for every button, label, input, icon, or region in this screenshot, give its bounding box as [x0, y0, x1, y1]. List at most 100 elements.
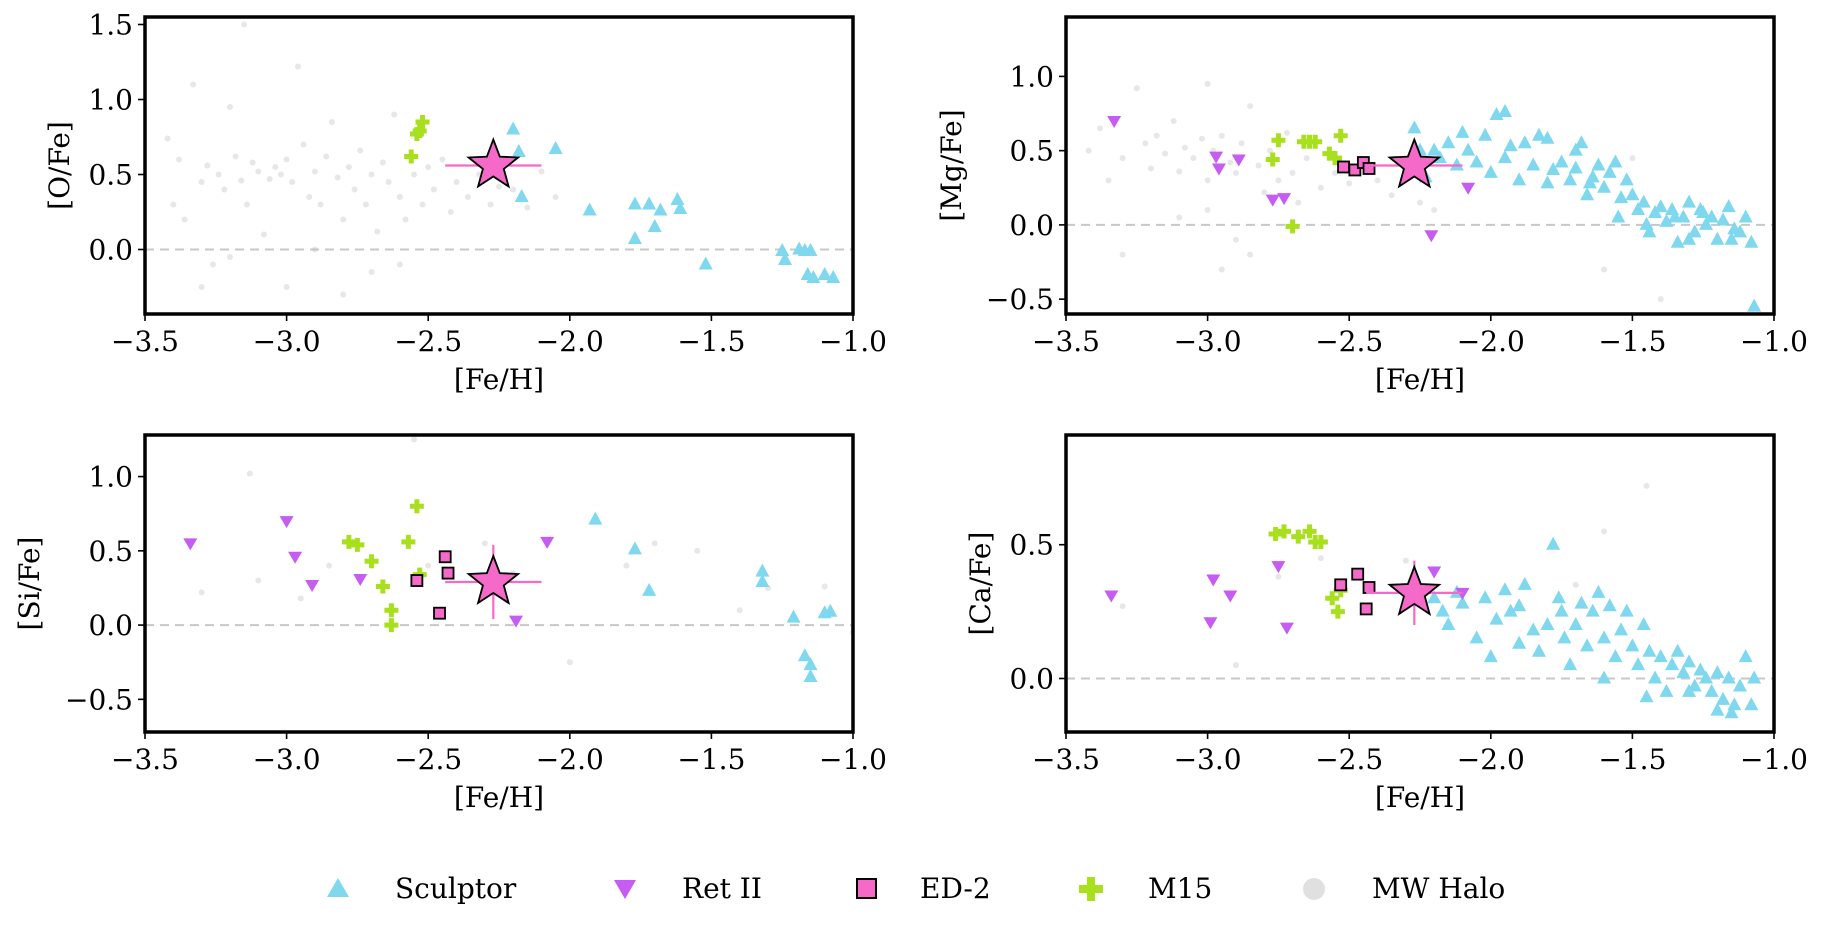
- point-mw-halo: [209, 261, 216, 268]
- point-ret-ii: [1107, 115, 1122, 128]
- point-sculptor: [1704, 683, 1719, 697]
- point-sculptor: [1503, 138, 1518, 152]
- point-mw-halo: [379, 159, 386, 166]
- point-mw-halo: [1402, 557, 1409, 564]
- point-sculptor: [1580, 187, 1595, 201]
- point-mw-halo: [1266, 147, 1273, 154]
- point-sculptor: [1580, 638, 1595, 652]
- point-sculptor: [1625, 638, 1640, 652]
- point-ed-2: [410, 574, 424, 587]
- point-mw-halo: [198, 589, 205, 596]
- point-sculptor: [1512, 635, 1527, 649]
- point-sculptor: [548, 141, 563, 154]
- point-mw-halo: [374, 228, 381, 235]
- point-mw-halo: [439, 156, 446, 163]
- point-sculptor: [1597, 670, 1612, 684]
- point-mw-halo: [425, 562, 432, 569]
- x-tick-label: −3.5: [1032, 743, 1100, 776]
- point-sculptor: [803, 657, 818, 671]
- point-mw-halo: [326, 562, 333, 569]
- point-m15: [384, 618, 399, 633]
- point-mw-halo: [368, 171, 375, 178]
- axes-frame: [143, 15, 855, 316]
- point-mw-halo: [496, 183, 502, 190]
- point-mw-halo: [487, 201, 494, 208]
- point-mw-halo: [1142, 140, 1149, 147]
- plot-area: [1066, 80, 1774, 312]
- x-tick-label: −1.5: [1598, 743, 1666, 776]
- point-mw-halo: [323, 153, 330, 160]
- point-sculptor: [1659, 213, 1674, 227]
- x-tick-label: −2.0: [1457, 743, 1525, 776]
- point-mw-halo: [1572, 581, 1579, 588]
- point-mw-halo: [1374, 177, 1381, 184]
- point-mw-halo: [1601, 266, 1608, 273]
- point-sculptor: [1563, 172, 1578, 186]
- point-mw-halo: [300, 141, 307, 148]
- x-axis-label: [Fe/H]: [454, 781, 544, 814]
- point-mw-halo: [345, 164, 352, 170]
- point-ed-2: [1348, 163, 1362, 177]
- point-sculptor: [1546, 161, 1561, 175]
- point-sculptor: [1455, 595, 1470, 609]
- point-mw-halo: [1153, 132, 1160, 139]
- point-sculptor: [1636, 616, 1651, 630]
- point-sculptor: [1614, 190, 1629, 204]
- point-sculptor: [1478, 590, 1493, 604]
- point-mw-halo: [1657, 296, 1664, 303]
- point-sculptor: [1602, 598, 1617, 612]
- point-sculptor: [1747, 298, 1762, 312]
- point-sculptor: [803, 669, 818, 683]
- point-mw-halo: [181, 216, 188, 223]
- point-sculptor: [1531, 127, 1546, 141]
- point-mw-halo: [1289, 169, 1296, 176]
- point-mw-halo: [1275, 177, 1282, 184]
- point-sculptor: [1716, 212, 1731, 226]
- point-mw-halo: [623, 562, 630, 569]
- point-sculptor: [1682, 654, 1697, 668]
- point-mw-halo: [198, 179, 205, 185]
- point-ret-ii: [1271, 561, 1286, 574]
- axes-frame: [1064, 15, 1776, 316]
- point-mw-halo: [396, 194, 403, 200]
- point-sculptor: [1716, 691, 1731, 705]
- point-sculptor: [1602, 164, 1617, 178]
- y-axis-label: [Mg/Fe]: [935, 109, 968, 221]
- point-sculptor: [1639, 216, 1654, 230]
- point-ret-ii: [1279, 622, 1294, 635]
- point-sculptor: [1727, 697, 1742, 711]
- point-sculptor: [1724, 705, 1739, 719]
- point-mw-halo: [1085, 147, 1092, 154]
- point-sculptor: [1582, 175, 1597, 189]
- point-sculptor: [1639, 689, 1654, 703]
- point-ret-ii: [1223, 590, 1238, 603]
- point-m15: [409, 127, 424, 141]
- plot-area: [145, 436, 853, 683]
- point-sculptor: [1619, 172, 1634, 186]
- point-mw-halo: [1601, 528, 1608, 535]
- point-ed-2: [1337, 160, 1350, 174]
- y-axis-label: [O/Fe]: [43, 121, 76, 210]
- point-m15: [1313, 535, 1328, 550]
- point-sculptor: [1738, 649, 1753, 663]
- point-sculptor: [1526, 622, 1541, 636]
- x-tick-label: −1.0: [819, 325, 887, 358]
- point-sculptor: [1653, 649, 1668, 663]
- legend-label-m15: M15: [1148, 872, 1212, 905]
- axes-frame: [1064, 433, 1776, 734]
- x-tick-label: −3.0: [1174, 743, 1242, 776]
- point-sculptor: [1574, 595, 1589, 609]
- point-sculptor: [1614, 622, 1629, 636]
- y-tick-label: 0.5: [1009, 135, 1054, 168]
- point-ret-ii: [1427, 566, 1442, 579]
- point-mw-halo: [243, 201, 250, 208]
- point-sculptor: [1546, 536, 1561, 550]
- point-m15: [1308, 134, 1323, 149]
- y-tick-label: 0.0: [1009, 662, 1054, 695]
- point-sculptor: [514, 189, 529, 202]
- point-sculptor: [1693, 662, 1708, 676]
- y-tick-label: −0.5: [986, 283, 1054, 316]
- point-ret-ii: [1424, 230, 1439, 243]
- point-mw-halo: [294, 63, 301, 70]
- point-mw-halo: [1332, 169, 1339, 176]
